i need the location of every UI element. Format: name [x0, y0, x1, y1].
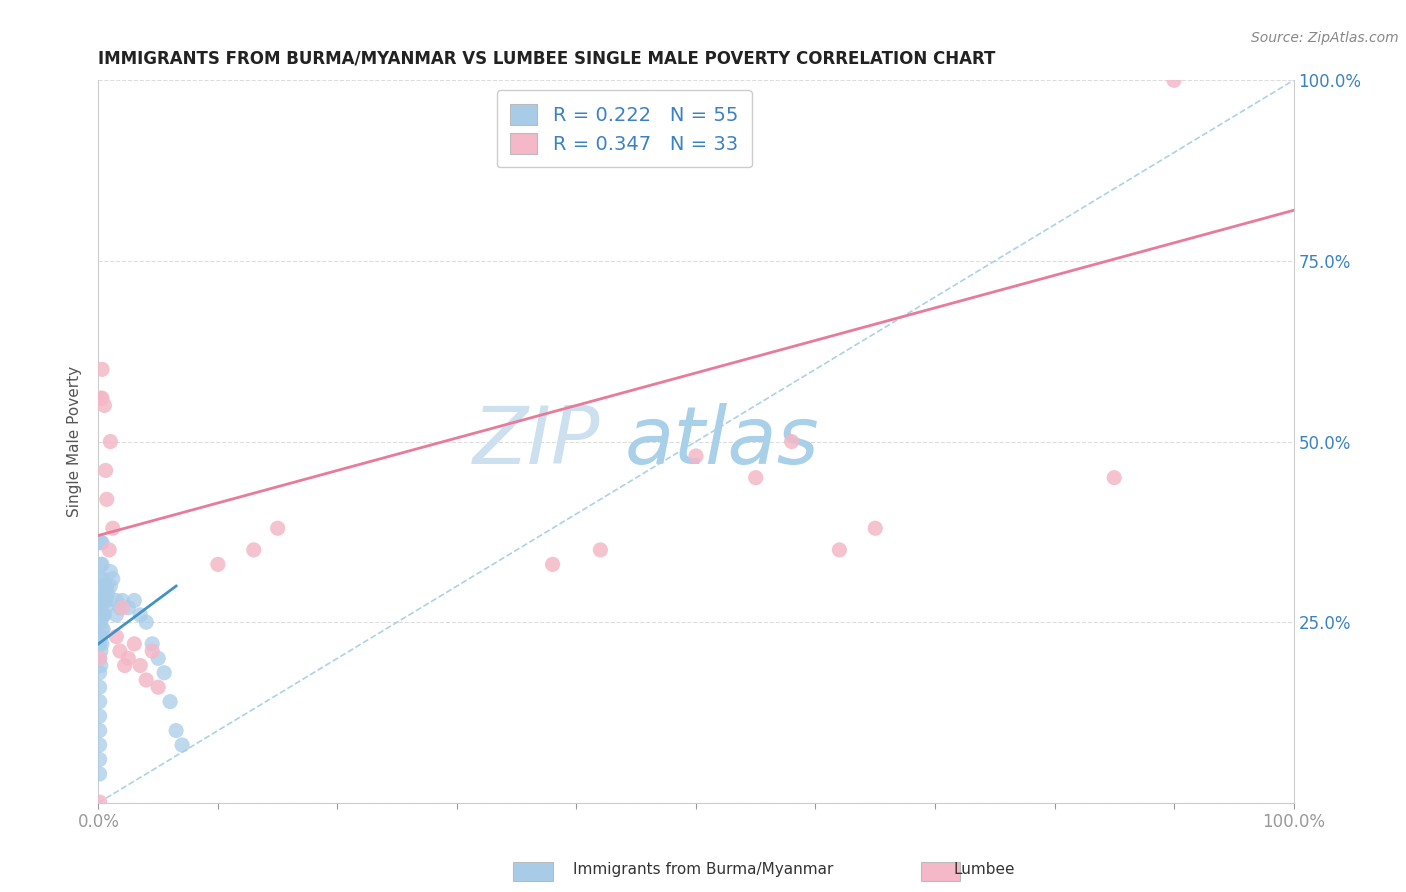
Text: Source: ZipAtlas.com: Source: ZipAtlas.com	[1251, 31, 1399, 45]
Point	[91, 623, 114, 637]
Point	[96, 492, 118, 507]
Legend: R = 0.222   N = 55, R = 0.347   N = 33: R = 0.222 N = 55, R = 0.347 N = 33	[496, 90, 752, 168]
Point	[91, 623, 114, 637]
Point	[153, 665, 176, 680]
Point	[94, 586, 117, 600]
Point	[89, 665, 111, 680]
Point	[1104, 470, 1126, 484]
Point	[541, 558, 564, 572]
Point	[685, 449, 707, 463]
Point	[89, 651, 111, 665]
Point	[117, 651, 139, 665]
Point	[114, 658, 136, 673]
Point	[141, 644, 163, 658]
Point	[98, 434, 122, 449]
Point	[90, 600, 112, 615]
Point	[159, 695, 181, 709]
Point	[93, 579, 115, 593]
Point	[124, 593, 146, 607]
Point	[91, 572, 114, 586]
Point	[91, 579, 114, 593]
Point	[101, 572, 124, 586]
Point	[91, 362, 114, 376]
Point	[105, 630, 128, 644]
Point	[98, 542, 121, 557]
Point	[129, 658, 152, 673]
Point	[117, 600, 139, 615]
Point	[91, 607, 114, 622]
Point	[90, 558, 112, 572]
Point	[1163, 73, 1185, 87]
Point	[108, 600, 131, 615]
Point	[124, 637, 146, 651]
Text: Lumbee: Lumbee	[953, 863, 1015, 877]
Point	[828, 542, 851, 557]
Point	[141, 637, 163, 651]
Point	[90, 391, 112, 405]
Point	[93, 593, 115, 607]
Point	[89, 752, 111, 766]
Point	[129, 607, 152, 622]
Point	[135, 615, 157, 630]
Point	[89, 723, 111, 738]
Point	[90, 630, 112, 644]
Point	[90, 535, 112, 549]
Point	[94, 463, 117, 477]
Point	[93, 607, 115, 622]
Point	[91, 586, 114, 600]
Point	[91, 593, 114, 607]
Point	[865, 521, 887, 535]
Point	[91, 535, 114, 549]
Y-axis label: Single Male Poverty: Single Male Poverty	[67, 366, 83, 517]
Point	[148, 680, 170, 694]
Text: ZIP: ZIP	[472, 402, 600, 481]
Text: IMMIGRANTS FROM BURMA/MYANMAR VS LUMBEE SINGLE MALE POVERTY CORRELATION CHART: IMMIGRANTS FROM BURMA/MYANMAR VS LUMBEE …	[98, 50, 995, 68]
Point	[165, 723, 187, 738]
Point	[91, 391, 114, 405]
Point	[93, 398, 115, 412]
Point	[780, 434, 803, 449]
Point	[89, 709, 111, 723]
Point	[97, 586, 120, 600]
Point	[89, 651, 111, 665]
Point	[105, 593, 128, 607]
Point	[90, 586, 112, 600]
Point	[101, 521, 124, 535]
Point	[589, 542, 612, 557]
Point	[94, 600, 117, 615]
Point	[89, 795, 111, 809]
Point	[267, 521, 290, 535]
Point	[108, 644, 131, 658]
Point	[89, 738, 111, 752]
Point	[98, 579, 122, 593]
Point	[148, 651, 170, 665]
Point	[89, 680, 111, 694]
Point	[91, 637, 114, 651]
Point	[90, 644, 112, 658]
Point	[105, 607, 128, 622]
Point	[111, 600, 134, 615]
Point	[96, 579, 118, 593]
Point	[90, 572, 112, 586]
Point	[745, 470, 768, 484]
Text: Immigrants from Burma/Myanmar: Immigrants from Burma/Myanmar	[572, 863, 834, 877]
Point	[135, 673, 157, 687]
Point	[89, 637, 111, 651]
Point	[207, 558, 229, 572]
Point	[91, 607, 114, 622]
Point	[243, 542, 266, 557]
Point	[111, 593, 134, 607]
Point	[91, 558, 114, 572]
Text: atlas: atlas	[624, 402, 820, 481]
Point	[90, 615, 112, 630]
Point	[90, 658, 112, 673]
Point	[172, 738, 194, 752]
Point	[98, 565, 122, 579]
Point	[96, 593, 118, 607]
Point	[89, 767, 111, 781]
Point	[89, 695, 111, 709]
